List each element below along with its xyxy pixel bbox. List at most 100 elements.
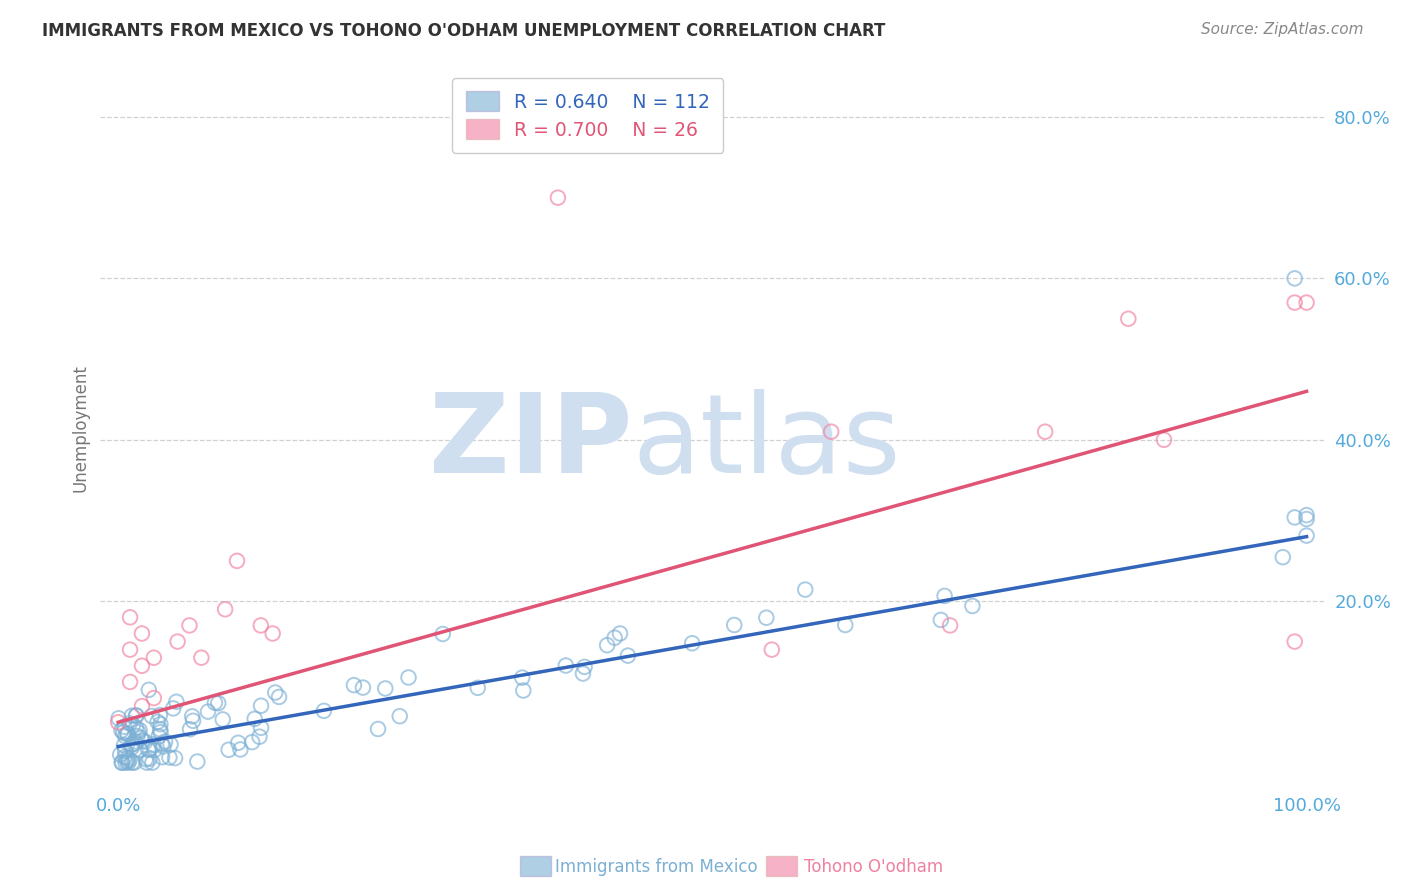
Point <box>107 711 129 725</box>
Point <box>207 696 229 710</box>
Point <box>149 708 172 723</box>
Point <box>1284 271 1306 285</box>
Point <box>159 750 181 764</box>
Point <box>267 690 290 704</box>
Point <box>211 713 233 727</box>
Point <box>111 756 134 770</box>
Point <box>125 708 148 723</box>
Point <box>149 725 172 739</box>
Point <box>149 723 172 737</box>
Point <box>218 743 240 757</box>
Point <box>554 658 576 673</box>
Point <box>125 708 148 723</box>
Point <box>367 722 389 736</box>
Point <box>114 744 136 758</box>
Point <box>374 681 396 696</box>
Point <box>243 712 266 726</box>
Point <box>115 727 138 741</box>
Legend: R = 0.640    N = 112, R = 0.700    N = 26: R = 0.640 N = 112, R = 0.700 N = 26 <box>453 78 723 153</box>
Point <box>681 636 703 650</box>
Point <box>264 685 287 699</box>
Point <box>127 725 149 739</box>
Text: Tohono O'odham: Tohono O'odham <box>804 858 943 876</box>
Point <box>214 602 236 616</box>
Point <box>117 751 139 765</box>
Point <box>312 704 335 718</box>
Point <box>121 708 143 723</box>
Point <box>603 631 626 645</box>
Point <box>204 696 226 710</box>
Point <box>617 648 640 663</box>
Point <box>118 716 141 731</box>
Point <box>117 756 139 770</box>
Point <box>761 642 783 657</box>
Point <box>152 739 174 754</box>
Point <box>138 741 160 756</box>
Point <box>115 754 138 768</box>
Point <box>226 554 249 568</box>
Point <box>150 737 173 751</box>
Point <box>120 642 142 657</box>
Point <box>262 626 284 640</box>
Point <box>794 582 817 597</box>
Point <box>112 725 135 739</box>
Text: Immigrants from Mexico: Immigrants from Mexico <box>555 858 758 876</box>
Point <box>117 726 139 740</box>
Point <box>179 723 201 737</box>
Point <box>190 650 212 665</box>
Point <box>1295 295 1317 310</box>
Point <box>128 723 150 738</box>
Point <box>142 691 165 706</box>
Point <box>1118 311 1140 326</box>
Point <box>120 674 142 689</box>
Point <box>163 751 186 765</box>
Point <box>352 681 374 695</box>
Point <box>249 618 271 632</box>
Point <box>181 714 204 728</box>
Point <box>432 627 454 641</box>
Point <box>125 721 148 735</box>
Point <box>934 589 956 603</box>
Point <box>141 709 163 723</box>
Point <box>136 743 159 757</box>
Point <box>134 734 156 748</box>
Point <box>165 695 187 709</box>
Point <box>131 699 153 714</box>
Point <box>114 729 136 743</box>
Point <box>197 705 219 719</box>
Point <box>112 738 135 752</box>
Point <box>1284 510 1306 524</box>
Point <box>118 753 141 767</box>
Point <box>388 709 411 723</box>
Point <box>124 737 146 751</box>
Point <box>148 730 170 744</box>
Point <box>110 756 132 770</box>
Point <box>131 733 153 747</box>
Point <box>110 723 132 738</box>
Point <box>131 626 153 640</box>
Point <box>141 756 163 770</box>
Point <box>962 599 984 613</box>
Point <box>143 743 166 757</box>
Point <box>1284 634 1306 648</box>
Point <box>1284 295 1306 310</box>
Point <box>755 610 778 624</box>
Point <box>229 742 252 756</box>
Point <box>723 618 745 632</box>
Point <box>467 681 489 695</box>
Point <box>179 618 201 632</box>
Point <box>574 660 596 674</box>
Point <box>609 626 631 640</box>
Point <box>834 618 856 632</box>
Point <box>572 666 595 681</box>
Point <box>112 720 135 734</box>
Point <box>142 650 165 665</box>
Point <box>166 634 188 648</box>
Point <box>124 734 146 748</box>
Point <box>226 736 249 750</box>
Point <box>121 738 143 752</box>
Point <box>596 638 619 652</box>
Point <box>129 731 152 745</box>
Point <box>127 729 149 743</box>
Point <box>129 743 152 757</box>
